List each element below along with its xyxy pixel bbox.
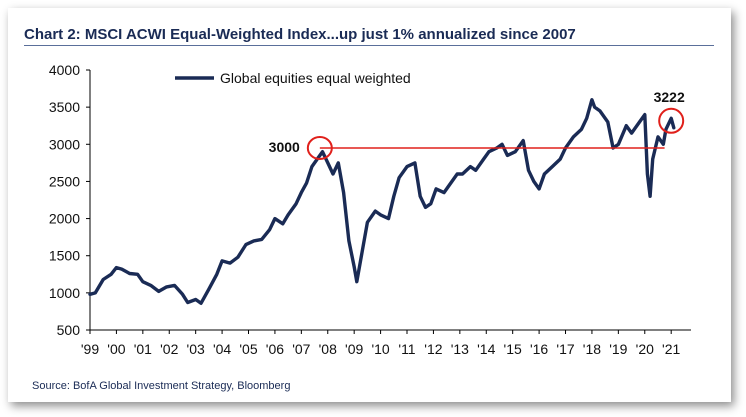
source-note: Source: BofA Global Investment Strategy,… <box>32 380 291 392</box>
series-line <box>88 98 676 305</box>
x-tick-label: '02 <box>160 341 178 357</box>
y-tick-label: 2500 <box>49 173 80 189</box>
highlight-circle-3222 <box>658 107 685 134</box>
x-tick-label: '19 <box>609 341 627 357</box>
chart-frame <box>8 8 731 402</box>
x-tick-label: '11 <box>398 341 415 357</box>
x-tick-label: '21 <box>662 341 680 357</box>
x-tick-label: '20 <box>636 341 654 357</box>
x-tick-label: '07 <box>292 341 310 357</box>
x-tick-label: '00 <box>107 341 125 357</box>
x-tick-group: '99 '00 '01 '02 '03 '04 '05 '06 '07 '08 '09 '10 '11 '… <box>81 330 681 357</box>
annotation-3000: 3000 <box>269 139 300 155</box>
y-tick-group: 500 1000 1500 2000 2500 3000 3500 4000 <box>49 62 90 338</box>
chart-title: Chart 2: MSCI ACWI Equal-Weighted Index.… <box>24 26 576 43</box>
y-tick-label: 1000 <box>49 285 80 301</box>
annotation-3222: 3222 <box>654 89 685 105</box>
y-tick-label: 2000 <box>49 211 80 227</box>
x-tick-label: '18 <box>583 341 601 357</box>
x-tick-label: '13 <box>451 341 469 357</box>
x-tick-label: '16 <box>530 341 548 357</box>
y-tick-label: 3000 <box>49 136 80 152</box>
x-tick-label: '08 <box>319 341 337 357</box>
x-tick-label: '03 <box>187 341 205 357</box>
x-tick-label: '01 <box>134 341 152 357</box>
legend: Global equities equal weighted <box>175 70 411 86</box>
x-tick-label: '15 <box>504 341 522 357</box>
legend-label: Global equities equal weighted <box>220 70 411 86</box>
y-tick-label: 4000 <box>49 62 80 78</box>
y-tick-label: 3500 <box>49 99 80 115</box>
x-tick-label: '05 <box>239 341 257 357</box>
highlight-circle-3000 <box>306 136 333 160</box>
title-divider <box>24 45 714 46</box>
x-tick-label: '09 <box>345 341 363 357</box>
x-tick-label: '99 <box>81 341 99 357</box>
x-tick-label: '12 <box>424 341 442 357</box>
x-tick-label: '10 <box>371 341 389 357</box>
x-tick-label: '04 <box>213 341 231 357</box>
x-tick-label: '14 <box>477 341 495 357</box>
y-tick-label: 500 <box>57 322 81 338</box>
x-tick-label: '17 <box>556 341 574 357</box>
y-tick-label: 1500 <box>49 248 80 264</box>
x-tick-label: '06 <box>266 341 284 357</box>
